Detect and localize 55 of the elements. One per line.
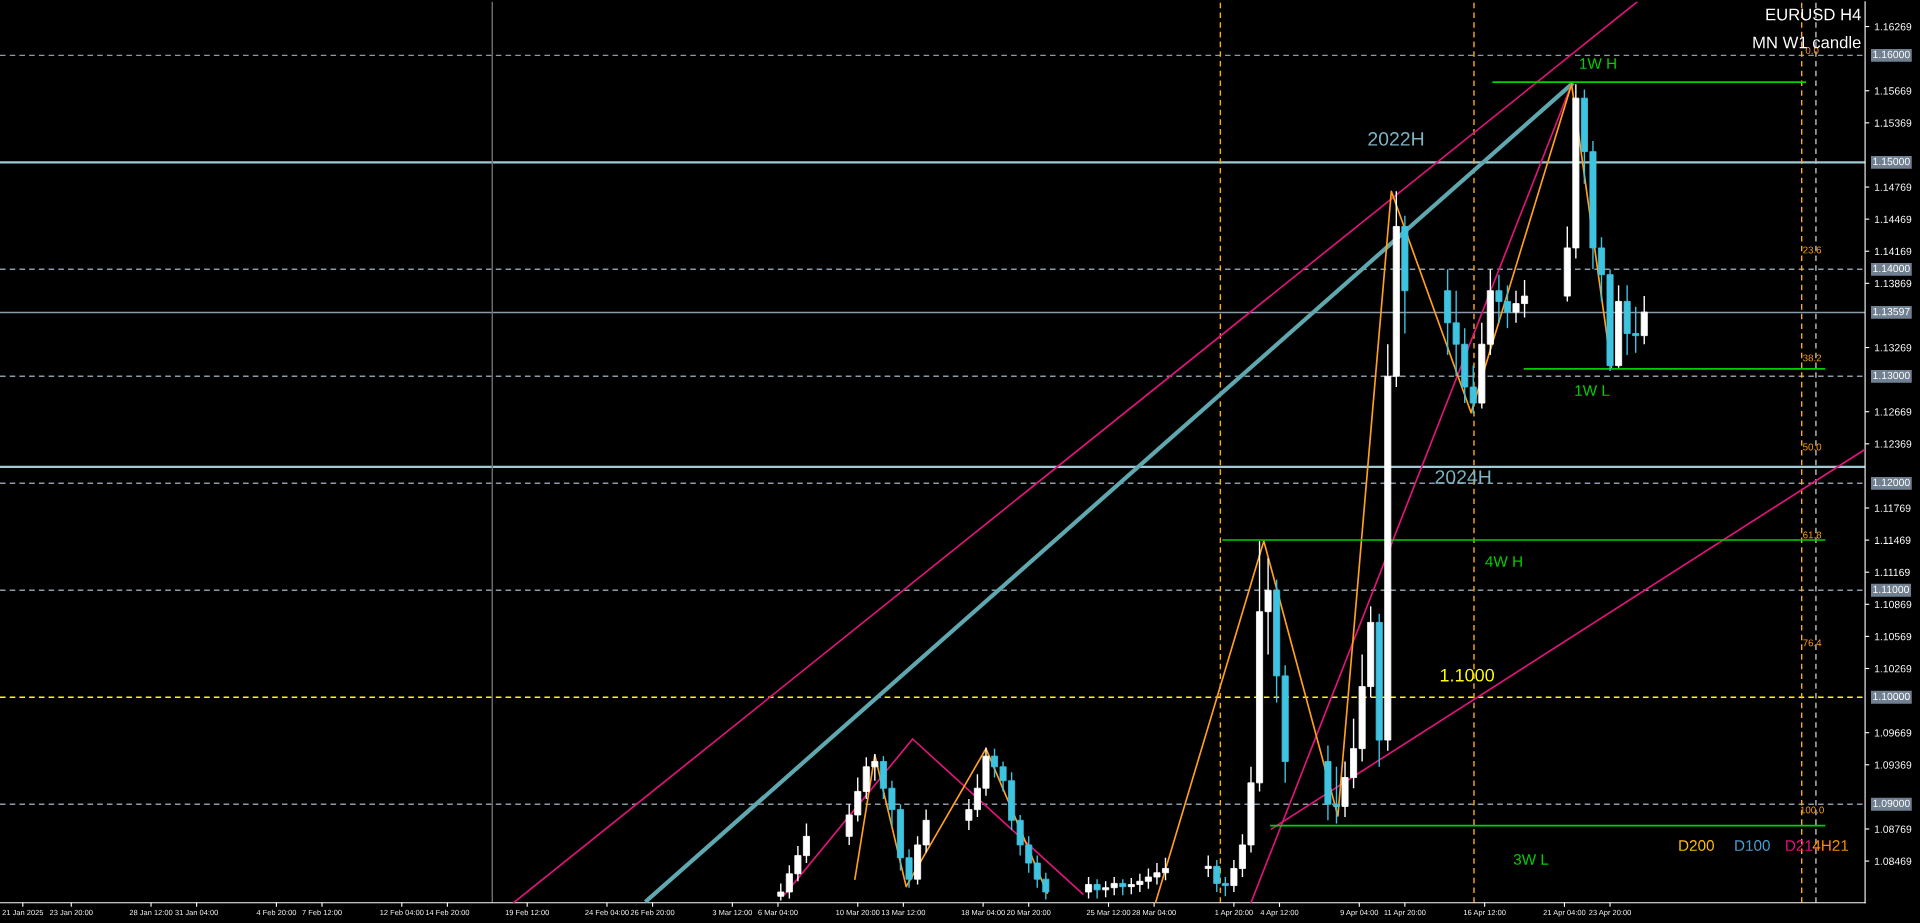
annotation: 23.6	[1803, 246, 1822, 254]
y-tick-label: 1.08769	[1874, 825, 1912, 833]
y-tick-label: 1.09369	[1874, 761, 1912, 769]
y-tick-label: 1.13269	[1874, 344, 1912, 352]
y-tick-label: 1.15669	[1874, 87, 1912, 95]
annotation: 50.0	[1803, 443, 1822, 451]
line-series	[1154, 83, 1613, 903]
y-tick-label: 1.16269	[1874, 23, 1912, 31]
annotation: 2024H	[1435, 470, 1491, 484]
annotation: 4H21	[1812, 840, 1849, 851]
y-tick-label: 1.11769	[1874, 504, 1911, 512]
annotation: 1W H	[1580, 58, 1616, 69]
y-tick-label: 1.10269	[1874, 665, 1912, 673]
annotation: 0.0	[1805, 47, 1819, 54]
candlestick	[1640, 295, 1648, 345]
candlestick	[1469, 364, 1477, 415]
y-tick-label: 1.12369	[1874, 440, 1912, 448]
candlestick	[1093, 878, 1101, 900]
ref-line-label: 1.16000	[1873, 50, 1910, 59]
y-tick-label: 1.13869	[1874, 279, 1912, 288]
candlestick	[1204, 854, 1212, 878]
ref-line-label: 1.11000	[1873, 585, 1910, 594]
annotation: D200	[1679, 840, 1714, 851]
y-tick-label: 1.14169	[1874, 247, 1912, 256]
annotation: 100.0	[1800, 806, 1824, 814]
annotation: D100	[1735, 840, 1770, 851]
annotation: 3W L	[1513, 854, 1549, 865]
annotation: 1.1000	[1440, 668, 1494, 682]
line-series	[854, 747, 1049, 894]
chart-title: EURUSD H4	[1766, 8, 1861, 21]
y-tick-label: 1.15369	[1874, 119, 1912, 127]
y-tick-label: 1.11469	[1874, 536, 1911, 544]
ref-line-label: 1.14000	[1873, 264, 1910, 273]
candlestick	[1085, 876, 1093, 900]
annotation: 4W H	[1485, 556, 1522, 567]
annotation: 38.2	[1803, 354, 1822, 362]
ref-line-label: 1.13000	[1873, 371, 1910, 380]
y-tick-label: 1.12669	[1874, 408, 1912, 416]
y-tick-label: 1.11169	[1874, 568, 1910, 577]
ref-line-label: 1.15000	[1873, 157, 1910, 166]
annotation: D21	[1786, 840, 1813, 851]
annotation: 2022H	[1368, 132, 1424, 146]
y-tick-label: 1.14469	[1874, 215, 1912, 224]
ref-line-label: 1.13597	[1873, 307, 1910, 316]
ref-line-label: 1.09000	[1873, 799, 1910, 808]
y-tick-label: 1.08469	[1874, 857, 1912, 865]
y-tick-label: 1.10569	[1874, 632, 1912, 641]
annotation: 61.8	[1803, 531, 1822, 539]
y-tick-label: 1.09669	[1874, 729, 1912, 737]
annotation: 1W L	[1575, 385, 1610, 396]
y-tick-label: 1.10869	[1874, 600, 1912, 609]
ref-line-label: 1.12000	[1873, 478, 1910, 487]
y-tick-label: 1.14769	[1874, 183, 1912, 191]
ref-line-label: 1.10000	[1873, 692, 1910, 701]
annotation: 76.4	[1803, 639, 1822, 647]
